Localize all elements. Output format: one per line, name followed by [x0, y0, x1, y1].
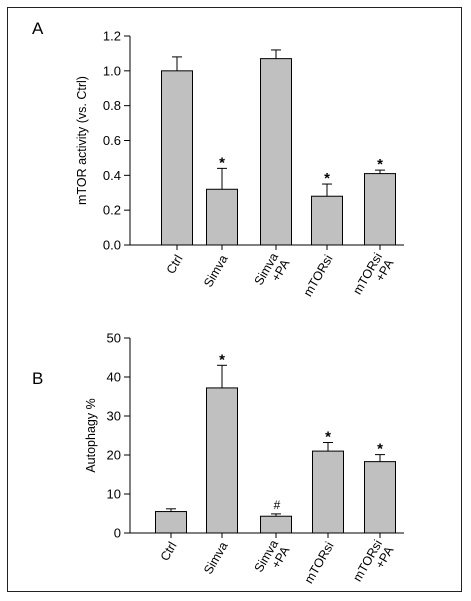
- bar: [312, 450, 344, 534]
- y-tick-label: 0.6: [103, 133, 121, 148]
- y-axis-label: mTOR activity (vs. Ctrl): [75, 76, 89, 205]
- x-tick-label: Simva+PA: [252, 537, 293, 581]
- y-tick-label: 0: [114, 526, 121, 541]
- significance-mark: *: [324, 170, 330, 187]
- y-tick-label: 50: [107, 331, 121, 346]
- x-tick-label: Ctrl: [158, 540, 180, 564]
- y-axis-label: Autophagy %: [84, 398, 98, 472]
- y-tick-label: 0.2: [103, 203, 121, 218]
- y-tick-label: 30: [107, 409, 121, 424]
- y-tick-label: 0.4: [103, 168, 121, 183]
- y-tick-label: 0.8: [103, 98, 121, 113]
- bar: [364, 461, 396, 534]
- panel-letter: A: [32, 19, 44, 38]
- significance-mark: *: [325, 429, 331, 446]
- bar: [161, 70, 193, 246]
- x-tick-label: Ctrl: [164, 253, 186, 277]
- x-tick-label: Simva+PA: [252, 250, 293, 294]
- x-tick-label: mTORsi: [301, 253, 336, 299]
- y-tick-label: 1.2: [103, 29, 121, 44]
- bar: [155, 511, 187, 534]
- bar: [206, 188, 238, 246]
- significance-mark: *: [377, 156, 383, 173]
- significance-mark: *: [377, 441, 383, 458]
- bar: [206, 387, 238, 534]
- significance-mark: *: [219, 154, 225, 171]
- x-tick-label: mTORsi: [302, 540, 337, 586]
- chart-panel-a: A * * * 0.0 0.2 0.4 0.6 0.8 1.0 1.2 Ctrl Simva Simva+…: [32, 19, 404, 304]
- significance-mark: *: [219, 351, 225, 368]
- bar: [260, 515, 292, 534]
- significance-mark: #: [274, 498, 281, 512]
- chart-panel-b: B * # * * 0 10 20 30 40 50 Ctrl Simva Simva+PA mTORsi m…: [32, 331, 404, 591]
- bar: [260, 58, 292, 246]
- y-tick-label: 10: [107, 487, 121, 502]
- y-tick-label: 40: [107, 370, 121, 385]
- y-tick-label: 1.0: [103, 63, 121, 78]
- panel-letter: B: [32, 369, 43, 388]
- bar: [364, 173, 396, 246]
- x-tick-label: mTORsi+PA: [350, 537, 397, 591]
- y-tick-label: 20: [107, 448, 121, 463]
- x-tick-label: Simva: [201, 252, 231, 289]
- x-tick-label: Simva: [201, 539, 231, 576]
- y-tick-label: 0.0: [103, 238, 121, 253]
- x-tick-label: mTORsi+PA: [350, 250, 397, 304]
- bar: [311, 195, 343, 246]
